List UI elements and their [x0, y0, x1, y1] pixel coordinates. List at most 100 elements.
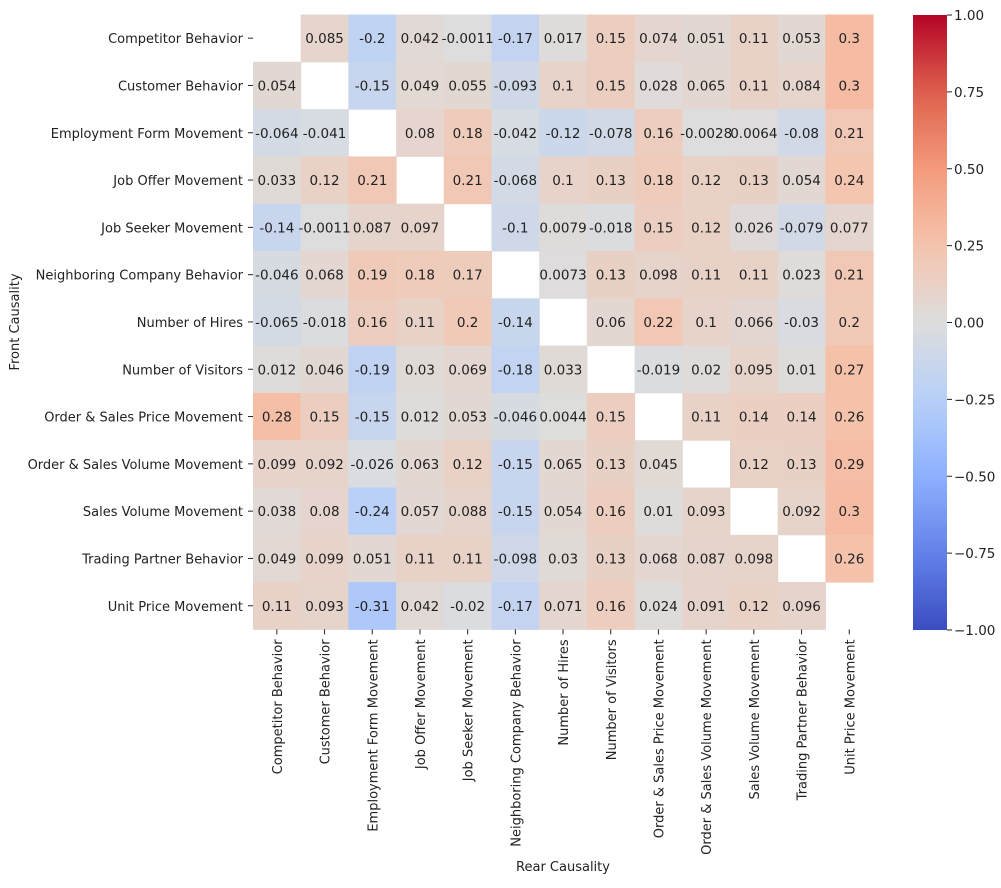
- heatmap-cell-r2-c12: [825, 109, 874, 157]
- colorbar-tick-label: 0.00: [954, 316, 984, 332]
- heatmap-cells: [253, 14, 874, 630]
- heatmap-cell-r6-c4: [443, 298, 492, 347]
- cell-value-label: -0.17: [498, 599, 533, 615]
- heatmap-cell-r11-c0: [253, 534, 302, 583]
- y-axis-ticks: Competitor Behavior Customer Behavior Empl…: [28, 32, 253, 615]
- colorbar-tick-label: −0.50: [954, 469, 995, 485]
- heatmap-cell-r6-c11: [777, 298, 826, 347]
- cell-value-label: 0.15: [310, 410, 340, 426]
- cell-value-label: -0.12: [546, 126, 581, 142]
- x-tick-label: Unit Price Movement: [843, 639, 858, 774]
- cell-value-label: 0.21: [453, 173, 483, 189]
- heatmap-cell-r10-c4: [443, 487, 492, 536]
- cell-value-label: 0.11: [453, 551, 483, 567]
- cell-value-label: 0.038: [258, 504, 297, 520]
- cell-value-label: 0.045: [639, 457, 678, 473]
- heatmap-cell-r9-c11: [777, 440, 826, 488]
- cell-value-label: 0.026: [735, 220, 774, 236]
- cell-value-label: -0.068: [494, 173, 538, 189]
- heatmap-cell-r2-c1: [300, 109, 349, 157]
- heatmap-cell-r8-c10: [730, 392, 779, 441]
- cell-value-label: 0.11: [691, 268, 721, 284]
- heatmap-cell-r1-c4: [443, 61, 492, 110]
- heatmap-cell-r6-c2: [348, 298, 397, 347]
- heatmap-cell-r9-c2: [348, 440, 397, 488]
- cell-value-label: -0.079: [780, 220, 824, 236]
- y-tick-label: Job Offer Movement: [112, 174, 243, 189]
- cell-value-label: 0.13: [596, 551, 626, 567]
- y-tick-label: Trading Partner Behavior: [81, 552, 244, 567]
- heatmap-cell-r4-c12: [825, 203, 874, 252]
- colorbar-ticks: 1.00 0.75 0.50 0.25 0.00 −0.25 −0.50 −0.75 −1.00: [947, 8, 995, 639]
- cell-value-label: 0.22: [643, 315, 673, 331]
- y-tick-label: Customer Behavior: [118, 79, 244, 94]
- cell-value-label: 0.092: [305, 457, 344, 473]
- cell-value-label: 0.29: [834, 457, 864, 473]
- cell-value-label: 0.13: [596, 268, 626, 284]
- cell-value-label: -0.019: [637, 362, 681, 378]
- cell-value-label: 0.077: [830, 220, 869, 236]
- colorbar-tick-label: −1.00: [954, 623, 995, 639]
- heatmap-cell-r1-c8: [634, 61, 683, 110]
- heatmap-cell-r9-c5: [491, 440, 540, 488]
- cell-value-label: 0.068: [305, 268, 344, 284]
- cell-value-label: 0.096: [782, 599, 821, 615]
- cell-value-label: 0.18: [405, 268, 435, 284]
- heatmap-cell-r8-c6: [539, 392, 588, 441]
- cell-value-label: 0.15: [596, 31, 626, 47]
- cell-value-label: 0.051: [353, 551, 392, 567]
- cell-value-label: -0.2: [359, 31, 385, 47]
- x-tick-label: Number of Hires: [557, 639, 572, 745]
- cell-value-label: 0.012: [401, 410, 440, 426]
- cell-value-label: 0.053: [448, 410, 487, 426]
- heatmap-cell-r9-c6: [539, 440, 588, 488]
- heatmap-cell-r7-c8: [634, 345, 683, 394]
- heatmap-cell-r5-c1: [300, 251, 349, 299]
- heatmap-cell-r8-c11: [777, 392, 826, 441]
- cell-value-label: 0.13: [596, 457, 626, 473]
- heatmap-cell-r12-c3: [396, 582, 445, 630]
- cell-value-label: 0.033: [544, 362, 583, 378]
- cell-value-label: 0.28: [262, 410, 292, 426]
- heatmap-cell-r11-c3: [396, 534, 445, 583]
- cell-value-label: 0.054: [782, 173, 821, 189]
- heatmap-cell-r12-c8: [634, 582, 683, 630]
- heatmap-cell-r10-c1: [300, 487, 349, 536]
- heatmap-cell-r4-c3: [396, 203, 445, 252]
- heatmap-cell-r4-c1: [300, 203, 349, 252]
- cell-value-label: 0.17: [453, 268, 483, 284]
- heatmap-cell-r0-c1: [300, 14, 349, 63]
- heatmap-cell-r2-c7: [586, 109, 636, 157]
- cell-value-label: 0.074: [639, 31, 678, 47]
- heatmap-cell-r5-c4: [443, 251, 492, 299]
- heatmap-cell-r0-c2: [348, 14, 397, 63]
- cell-value-label: 0.1: [552, 173, 573, 189]
- colorbar: 1.00 0.75 0.50 0.25 0.00 −0.25 −0.50 −0.75 −1.00: [913, 8, 995, 639]
- heatmap-cell-r0-c10: [730, 14, 779, 63]
- x-tick-label: Order & Sales Price Movement: [652, 639, 667, 838]
- cell-value-label: 0.16: [596, 504, 626, 520]
- heatmap-cell-r7-c9: [682, 345, 731, 394]
- heatmap-cell-r3-c9: [682, 156, 731, 205]
- cell-value-label: 0.0073: [539, 268, 586, 284]
- cell-value-label: 0.066: [735, 315, 774, 331]
- cell-value-label: 0.054: [258, 78, 297, 94]
- cell-value-label: 0.046: [305, 362, 344, 378]
- cell-value-label: 0.017: [544, 31, 583, 47]
- cell-value-label: 0.06: [596, 315, 626, 331]
- heatmap-cell-r0-c9: [682, 14, 731, 63]
- colorbar-tick-label: 1.00: [954, 8, 984, 24]
- heatmap-cell-r3-c8: [634, 156, 683, 205]
- cell-value-label: 0.12: [691, 173, 721, 189]
- cell-value-label: 0.3: [839, 31, 860, 47]
- cell-value-label: -0.041: [303, 126, 347, 142]
- heatmap-cell-r11-c8: [634, 534, 683, 583]
- heatmap-cell-r5-c12: [825, 251, 874, 299]
- heatmap-cell-r12-c11: [777, 582, 826, 630]
- heatmap-cell-r8-c3: [396, 392, 445, 441]
- heatmap-cell-r6-c3: [396, 298, 445, 347]
- cell-value-label: 0.03: [548, 551, 578, 567]
- y-tick-label: Number of Visitors: [122, 363, 243, 378]
- cell-value-label: -0.026: [350, 457, 394, 473]
- cell-value-label: 0.14: [787, 410, 817, 426]
